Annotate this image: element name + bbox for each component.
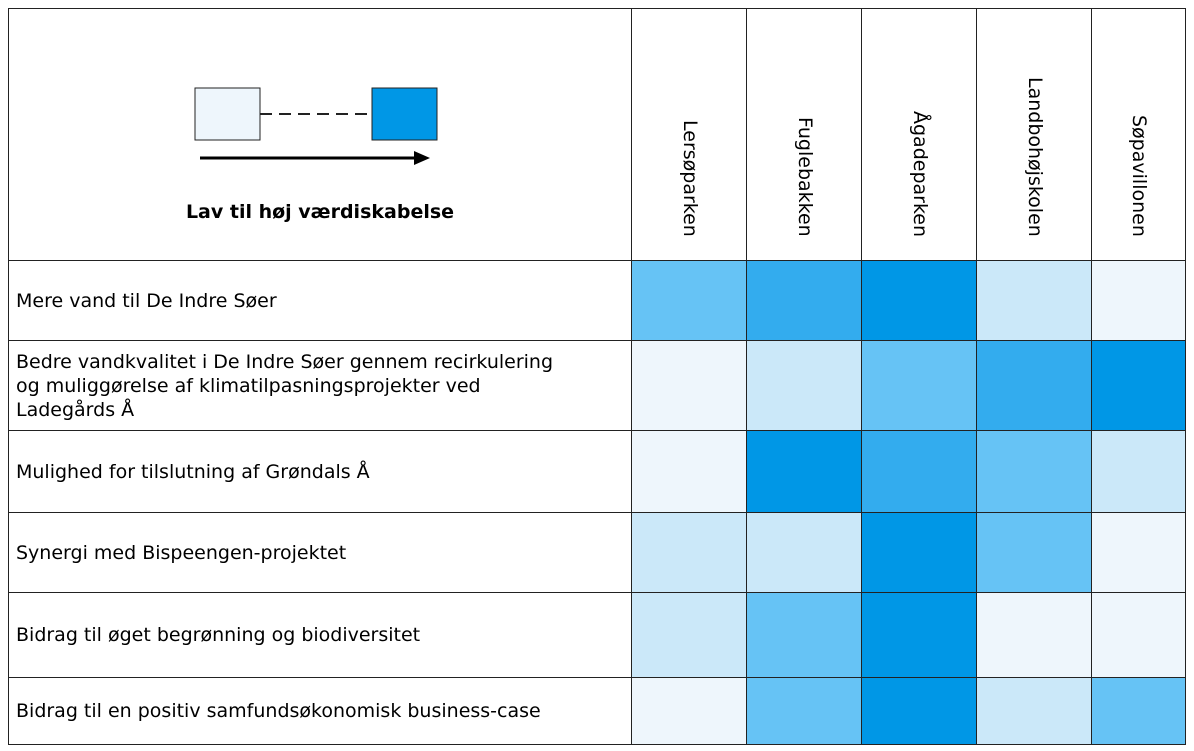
legend-low-box [194,87,261,141]
row-label: Bidrag til en positiv samfundsøkonomisk … [8,678,632,745]
value-cell [1092,341,1186,431]
column-header: Søpavillonen [1092,8,1186,261]
value-cell [977,593,1092,678]
row-label: Synergi med Bispeengen-projektet [8,513,632,593]
column-label: Lersøparken [678,120,701,237]
value-cell [977,513,1092,593]
row-label-text: Bedre vandkvalitet i De Indre Søer genne… [16,350,554,421]
legend: Lav til høj værdiskabelse [186,87,454,223]
value-cell [632,341,747,431]
value-cell [977,261,1092,341]
value-cell [862,513,977,593]
value-cell [632,513,747,593]
value-cell [747,678,862,745]
value-cell [1092,261,1186,341]
value-cell [862,431,977,513]
row-label: Mere vand til De Indre Søer [8,261,632,341]
value-cell [632,678,747,745]
value-cell [862,341,977,431]
value-cell [977,431,1092,513]
value-cell [747,261,862,341]
column-header: Fuglebakken [747,8,862,261]
column-label: Søpavillonen [1128,115,1150,237]
legend-arrowhead [414,151,430,165]
value-cell [1092,593,1186,678]
row-label-text: Synergi med Bispeengen-projektet [16,541,347,564]
value-cell [977,678,1092,745]
column-label: Landbohøjskolen [1023,77,1046,237]
row-label-text: Mulighed for tilslutning af Grøndals Å [16,460,370,483]
column-label: Fuglebakken [793,117,816,237]
value-cell [632,593,747,678]
value-cell [862,261,977,341]
value-cell [1092,431,1186,513]
row-label: Bidrag til øget begrønning og biodiversi… [8,593,632,678]
header-cell [8,8,632,261]
row-label: Bedre vandkvalitet i De Indre Søer genne… [8,341,632,431]
column-header: Ågadeparken [862,8,977,261]
legend-high-box [371,87,438,141]
value-cell [977,341,1092,431]
column-label: Ågadeparken [908,110,931,237]
column-header: Lersøparken [632,8,747,261]
row-label-text: Bidrag til øget begrønning og biodiversi… [16,624,421,646]
value-cell [1092,513,1186,593]
legend-label: Lav til høj værdiskabelse [186,201,454,223]
value-cell [862,678,977,745]
value-cell [1092,678,1186,745]
row-label: Mulighed for tilslutning af Grøndals Å [8,431,632,513]
value-cell [747,431,862,513]
value-cell [747,513,862,593]
row-label-text: Bidrag til en positiv samfundsøkonomisk … [16,700,541,722]
row-label-text: Mere vand til De Indre Søer [16,289,277,312]
value-cell [632,431,747,513]
value-cell [862,593,977,678]
value-cell [747,341,862,431]
value-cell [632,261,747,341]
column-header: Landbohøjskolen [977,8,1092,261]
value-cell [747,593,862,678]
